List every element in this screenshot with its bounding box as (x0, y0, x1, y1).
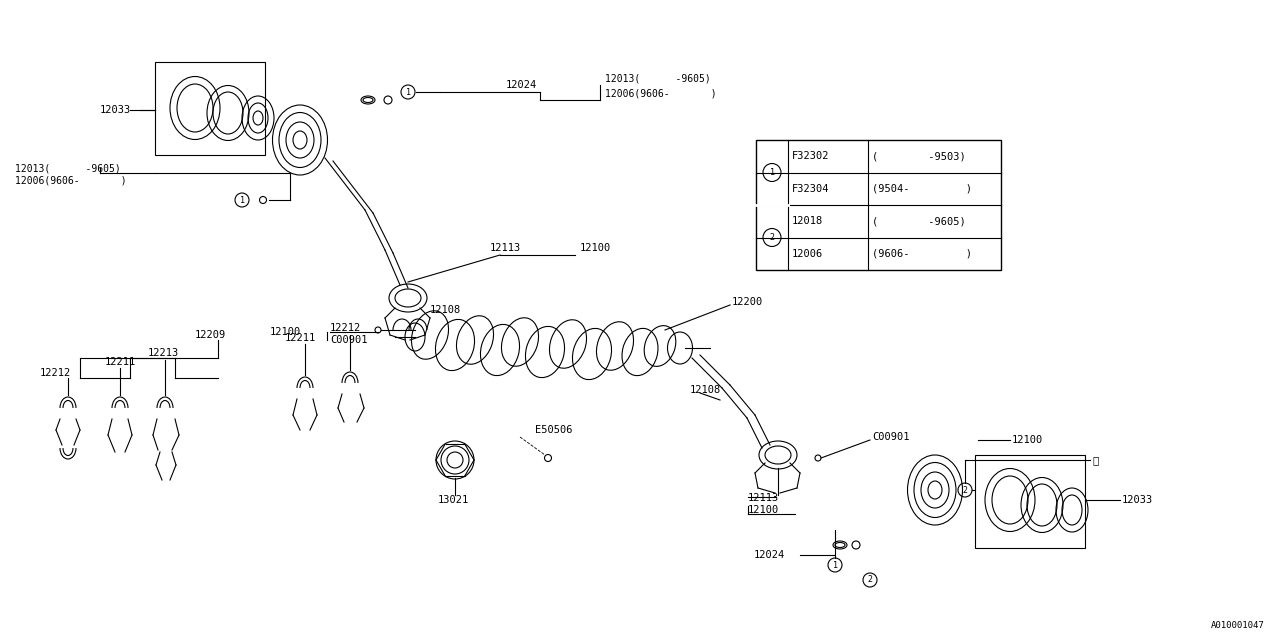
Text: 12024: 12024 (506, 80, 538, 90)
Text: ②: ② (1092, 455, 1098, 465)
Text: 12033: 12033 (100, 105, 132, 115)
Text: 12108: 12108 (430, 305, 461, 315)
Text: 2: 2 (963, 486, 968, 495)
Text: (9606-         ): (9606- ) (872, 249, 972, 259)
Text: 12211: 12211 (285, 333, 316, 343)
Text: 12100: 12100 (748, 505, 780, 515)
Text: 12113: 12113 (490, 243, 521, 253)
Text: 2: 2 (868, 575, 873, 584)
Text: (        -9503): ( -9503) (872, 151, 965, 161)
Text: 13021: 13021 (438, 495, 470, 505)
Text: 12100: 12100 (1012, 435, 1043, 445)
Text: 1: 1 (406, 88, 411, 97)
Text: 12100: 12100 (270, 327, 301, 337)
Text: 12200: 12200 (732, 297, 763, 307)
Text: 1: 1 (832, 561, 837, 570)
Text: C00901: C00901 (872, 432, 910, 442)
Text: A010001047: A010001047 (1211, 621, 1265, 630)
Text: 12100: 12100 (580, 243, 612, 253)
Text: 12108: 12108 (690, 385, 721, 395)
Text: 12024: 12024 (754, 550, 785, 560)
Bar (155, 62, 265, 155)
Text: C00901: C00901 (330, 335, 367, 345)
Text: 12209: 12209 (195, 330, 227, 340)
Text: (        -9605): ( -9605) (872, 216, 965, 227)
Text: 12018: 12018 (792, 216, 823, 227)
Text: E50506: E50506 (535, 425, 572, 435)
Text: 2: 2 (769, 233, 774, 242)
Text: (9504-         ): (9504- ) (872, 184, 972, 194)
Text: 1: 1 (769, 168, 774, 177)
Bar (975, 455, 1085, 548)
Text: 12212: 12212 (330, 323, 361, 333)
Text: F32304: F32304 (792, 184, 829, 194)
Text: 12213: 12213 (148, 348, 179, 358)
Text: 12033: 12033 (1123, 495, 1153, 505)
Text: 1: 1 (239, 195, 244, 205)
Bar (756, 140, 1001, 270)
Text: F32302: F32302 (792, 151, 829, 161)
Text: 12013(      -9605): 12013( -9605) (15, 163, 120, 173)
Text: 12212: 12212 (40, 368, 72, 378)
Text: 12006(9606-       ): 12006(9606- ) (15, 175, 127, 185)
Text: 12211: 12211 (105, 357, 136, 367)
Text: 12006(9606-       ): 12006(9606- ) (605, 88, 717, 98)
Text: 12113: 12113 (748, 493, 780, 503)
Text: 12013(      -9605): 12013( -9605) (605, 73, 710, 83)
Text: 12006: 12006 (792, 249, 823, 259)
